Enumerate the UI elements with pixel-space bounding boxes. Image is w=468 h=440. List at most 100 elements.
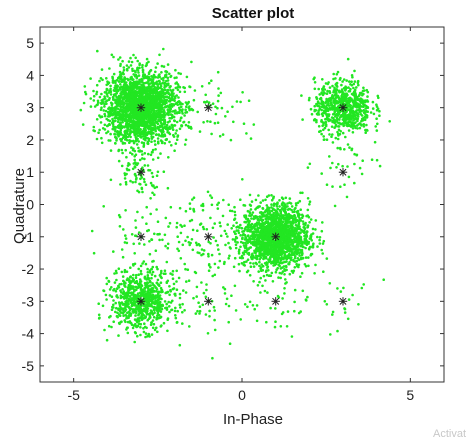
- scatter-point: [359, 97, 363, 100]
- scatter-point: [175, 269, 178, 273]
- scatter-point: [273, 263, 277, 267]
- scatter-point: [260, 253, 263, 257]
- scatter-point: [111, 80, 115, 84]
- scatter-point: [323, 88, 327, 91]
- scatter-point: [170, 308, 174, 312]
- scatter-point: [131, 326, 135, 330]
- scatter-point: [123, 142, 127, 145]
- scatter-point: [106, 95, 109, 98]
- scatter-point: [279, 258, 282, 261]
- scatter-point: [296, 201, 300, 205]
- scatter-point: [134, 89, 137, 93]
- scatter-point: [295, 204, 298, 207]
- scatter-point: [100, 68, 104, 71]
- scatter-point: [274, 270, 278, 274]
- scatter-point: [103, 328, 106, 332]
- scatter-point: [260, 235, 263, 239]
- scatter-point: [148, 113, 152, 116]
- scatter-point: [107, 324, 111, 328]
- scatter-point: [327, 81, 330, 84]
- scatter-point: [160, 107, 164, 111]
- scatter-point: [318, 236, 322, 239]
- scatter-point: [223, 229, 227, 233]
- scatter-point: [101, 304, 105, 308]
- scatter-point: [146, 86, 149, 89]
- scatter-point: [263, 262, 267, 265]
- scatter-point: [159, 124, 162, 127]
- scatter-point: [165, 98, 168, 102]
- scatter-point: [256, 284, 260, 287]
- scatter-point: [144, 128, 147, 132]
- scatter-point: [137, 117, 141, 120]
- scatter-point: [166, 121, 170, 124]
- scatter-point: [118, 100, 121, 104]
- scatter-point: [178, 108, 181, 112]
- scatter-point: [153, 104, 157, 107]
- scatter-point: [321, 87, 324, 91]
- scatter-point: [180, 124, 184, 127]
- scatter-point: [122, 66, 126, 69]
- scatter-point: [157, 142, 160, 145]
- scatter-point: [146, 271, 150, 274]
- scatter-point: [114, 136, 118, 139]
- scatter-point: [142, 145, 145, 148]
- scatter-point: [258, 264, 261, 268]
- scatter-point: [113, 89, 116, 92]
- scatter-point: [156, 125, 160, 129]
- scatter-point: [343, 92, 347, 95]
- scatter-point: [338, 118, 341, 121]
- scatter-point: [129, 56, 132, 60]
- scatter-point: [123, 76, 126, 79]
- scatter-point: [258, 219, 261, 222]
- scatter-point: [114, 130, 117, 133]
- scatter-point: [276, 202, 279, 206]
- scatter-point: [363, 104, 367, 107]
- scatter-point: [171, 88, 175, 92]
- scatter-point: [147, 82, 151, 85]
- scatter-point: [358, 93, 361, 97]
- scatter-point: [258, 211, 262, 214]
- scatter-point: [336, 130, 339, 134]
- scatter-point: [310, 112, 314, 116]
- scatter-point: [251, 252, 254, 256]
- scatter-point: [248, 211, 252, 215]
- scatter-point: [250, 200, 254, 203]
- scatter-point: [100, 115, 104, 118]
- scatter-point: [309, 234, 312, 238]
- scatter-point: [327, 101, 330, 105]
- scatter-point: [131, 69, 134, 73]
- scatter-point: [167, 131, 171, 134]
- scatter-point: [120, 80, 124, 83]
- scatter-point: [79, 108, 83, 112]
- scatter-point: [165, 101, 168, 105]
- scatter-point: [139, 80, 142, 83]
- scatter-point: [322, 270, 325, 274]
- scatter-point: [136, 66, 139, 70]
- scatter-point: [365, 100, 369, 103]
- scatter-point: [328, 133, 331, 136]
- scatter-point: [252, 230, 255, 233]
- scatter-point: [141, 121, 145, 125]
- scatter-point: [306, 166, 310, 169]
- scatter-point: [336, 137, 340, 141]
- scatter-point: [355, 86, 358, 89]
- scatter-point: [106, 118, 110, 122]
- scatter-point: [121, 87, 125, 91]
- scatter-point: [129, 81, 132, 84]
- scatter-point: [266, 208, 270, 211]
- scatter-point: [322, 123, 325, 127]
- scatter-point: [240, 226, 244, 230]
- scatter-point: [159, 94, 163, 97]
- scatter-point: [151, 270, 155, 274]
- scatter-point: [356, 81, 360, 84]
- scatter-point: [154, 99, 157, 102]
- scatter-point: [162, 92, 166, 95]
- scatter-point: [334, 96, 338, 99]
- scatter-point: [269, 253, 273, 256]
- scatter-point: [239, 198, 242, 201]
- scatter-point: [321, 252, 325, 255]
- scatter-point: [264, 209, 268, 212]
- scatter-point: [174, 86, 178, 90]
- scatter-point: [131, 105, 134, 109]
- scatter-point: [335, 116, 339, 120]
